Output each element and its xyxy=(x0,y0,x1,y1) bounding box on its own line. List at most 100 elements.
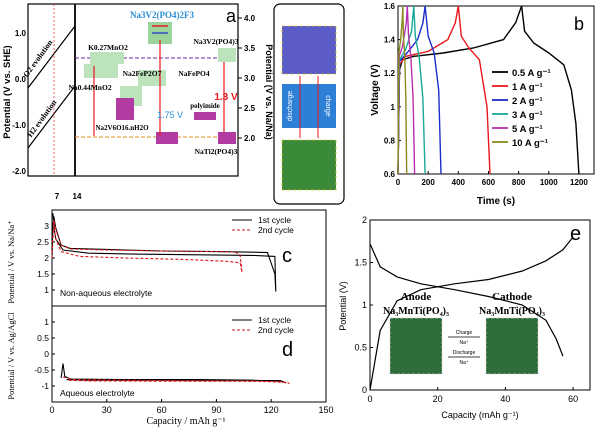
legend-label: 2nd cycle xyxy=(258,225,294,235)
panel-b-series-line xyxy=(397,5,442,175)
label-na3v2po42f3: Na3V2(PO4)2F3 xyxy=(130,10,194,20)
y-tick-label: 3 xyxy=(44,221,49,231)
panel-b-x-tick-label: 400 xyxy=(452,178,466,187)
panel-b-axes: 0 200 400 600 800 1000 1200 0.6 0.8 1 1.2 1.4 1.6 xyxy=(384,2,588,187)
panel-b-legend-label: 3 A g⁻¹ xyxy=(512,110,543,121)
crystal-structure-bottom-pattern xyxy=(281,139,337,191)
x-tick-label: 120 xyxy=(264,405,279,415)
legend-label: 1st cycle xyxy=(258,215,291,225)
panel-cd: Potential / V vs. Na/Na⁺ Potential / V v… xyxy=(6,209,334,427)
panel-e-axes: 0 20 40 60 0 0.5 1 1.5 2 xyxy=(354,215,578,404)
anode-formula: Na₃MnTi(PO₄)₃ xyxy=(383,306,449,317)
material-box-k027mno2 xyxy=(90,52,124,64)
material-box-nvp xyxy=(218,48,236,62)
voltage-label-175: 1.75 V xyxy=(157,110,183,120)
charge-label: Charge xyxy=(456,330,473,336)
panel-e-xlabel: Capacity (mAh g⁻¹) xyxy=(441,410,518,420)
panel-b-x-tick-label: 1000 xyxy=(540,178,558,187)
panel-a-x-tick-7: 7 xyxy=(55,192,60,201)
y-tick-label: 2.5 xyxy=(37,237,49,247)
panel-b-y-tick-label: 1.6 xyxy=(384,2,396,11)
panel-e-curve xyxy=(369,236,574,391)
panel-a: Potential (V vs. SHE) 1.0 0.0 -1.0 -2.0 … xyxy=(2,3,345,205)
panel-d-series xyxy=(60,363,290,384)
label-na044mno2: Na0.44MnO2 xyxy=(68,83,111,92)
y-tick-label: 1 xyxy=(44,285,49,295)
x-tick-label: 150 xyxy=(318,405,333,415)
panel-b-x-tick-label: 800 xyxy=(512,178,526,187)
x-tick-label: 30 xyxy=(102,405,112,415)
panel-b-xlabel: Time (s) xyxy=(477,196,515,207)
panel-a-right-tick: 4.0 xyxy=(244,14,256,23)
cycle-line xyxy=(62,376,290,384)
panel-d-label: d xyxy=(282,339,293,361)
panel-b-x-tick-label: 600 xyxy=(482,178,496,187)
material-box-nafepo4 xyxy=(138,70,166,86)
panel-a-right-tick: 2.5 xyxy=(244,104,256,113)
anode-label: Anode xyxy=(401,291,432,303)
panel-b-series xyxy=(397,5,580,175)
legend-label: 1st cycle xyxy=(258,315,291,325)
panel-b-ylabel: Voltage (V) xyxy=(370,64,381,115)
cathode-crystal-pattern xyxy=(485,317,539,375)
y-tick-label: 1.5 xyxy=(37,269,49,279)
panel-b-legend-label: 1 A g⁻¹ xyxy=(512,82,543,93)
h2-evolution-line xyxy=(27,85,76,149)
material-box-na2v6o16 xyxy=(116,98,134,120)
o2-evolution-line xyxy=(27,25,76,89)
x-tick-label: 0 xyxy=(49,405,54,415)
panel-b-y-tick-label: 1.4 xyxy=(384,36,396,45)
panel-b-series-line xyxy=(397,5,408,175)
panel-e-x-tick-label: 60 xyxy=(568,394,578,404)
label-nafepo4: NaFePO4 xyxy=(178,69,209,78)
cycle-line xyxy=(51,219,243,273)
panel-b-y-tick-label: 1.2 xyxy=(384,69,396,78)
panel-b-legend: 0.5 A g⁻¹ 1 A g⁻¹ 2 A g⁻¹ 3 A g⁻¹ 5 A g⁻¹ 10 … xyxy=(492,68,551,149)
panel-a-left-tick: 0.0 xyxy=(15,75,27,84)
panel-b-series-line xyxy=(397,5,416,175)
y-tick-label: -1 xyxy=(41,381,49,391)
label-na3v2po43: Na3V2(PO4)3 xyxy=(194,37,239,46)
panel-e-y-tick-label: 2 xyxy=(362,215,367,225)
electrolyte-band xyxy=(282,84,336,128)
panel-d-annotation: Aqueous electrolyte xyxy=(60,388,135,398)
panel-e-y-tick-label: 1.5 xyxy=(354,258,367,268)
panel-a-left-tick: 1.0 xyxy=(15,29,27,38)
charge-na-label: Na⁺ xyxy=(459,340,468,346)
panel-a-right-tick: 3.5 xyxy=(244,44,256,53)
panel-e: Potential (V) Capacity (mAh g⁻¹) e 0 20 40… xyxy=(338,215,591,420)
panel-a-x-tick-14: 14 xyxy=(73,192,82,201)
panel-a-right-axis-label: Potential (V vs. Na/Na) xyxy=(264,44,274,140)
discharge-label: Discharge xyxy=(453,350,476,356)
material-box-polyimide xyxy=(194,112,216,120)
anode-crystal xyxy=(390,318,442,374)
anode-crystal-pattern xyxy=(389,317,443,375)
panel-e-y-tick-label: 1 xyxy=(362,300,367,310)
panel-d-axes: -1 -0.5 0 0.5 1 0 30 60 90 120 150 xyxy=(34,317,333,415)
panel-d-ylabel: Potential / V vs. Ag/AgCl xyxy=(6,312,16,400)
panel-a-left-ticks: 1.0 0.0 -1.0 -2.0 xyxy=(12,29,26,176)
panel-a-right-tick: 3.0 xyxy=(244,74,256,83)
y-tick-label: -0.5 xyxy=(34,365,49,375)
panel-b-label: b xyxy=(574,14,584,34)
panel-c-annotation: Non-aqueous electrolyte xyxy=(60,288,152,298)
panel-e-x-tick-label: 40 xyxy=(500,394,510,404)
inset-discharge-label: discharge xyxy=(287,91,294,121)
panel-a-left-axis-label: Potential (V vs. SHE) xyxy=(2,45,13,138)
panel-b-frame xyxy=(397,5,595,175)
panel-a-left-tick: -1.0 xyxy=(12,121,26,130)
panel-c-series xyxy=(51,213,277,292)
cathode-formula: Na₃MnTi(PO₄)₃ xyxy=(479,306,545,317)
panel-b-y-tick-label: 1 xyxy=(391,103,396,112)
panel-b-legend-label: 10 A g⁻¹ xyxy=(512,138,548,149)
crystal-structure-bottom xyxy=(282,140,336,190)
panel-e-y-tick-label: 0.5 xyxy=(354,343,367,353)
label-k027mno2: K0.27MnO2 xyxy=(88,43,128,52)
panel-d-xlabel: Capacity / mAh g⁻¹ xyxy=(146,416,225,427)
panel-e-x-tick-label: 20 xyxy=(433,394,443,404)
panel-e-label: e xyxy=(570,223,581,245)
cathode-label: Cathode xyxy=(492,291,532,303)
label-na2fep2o7: Na2FeP2O7 xyxy=(123,69,162,78)
panel-e-ylabel: Potential (V) xyxy=(338,281,348,331)
